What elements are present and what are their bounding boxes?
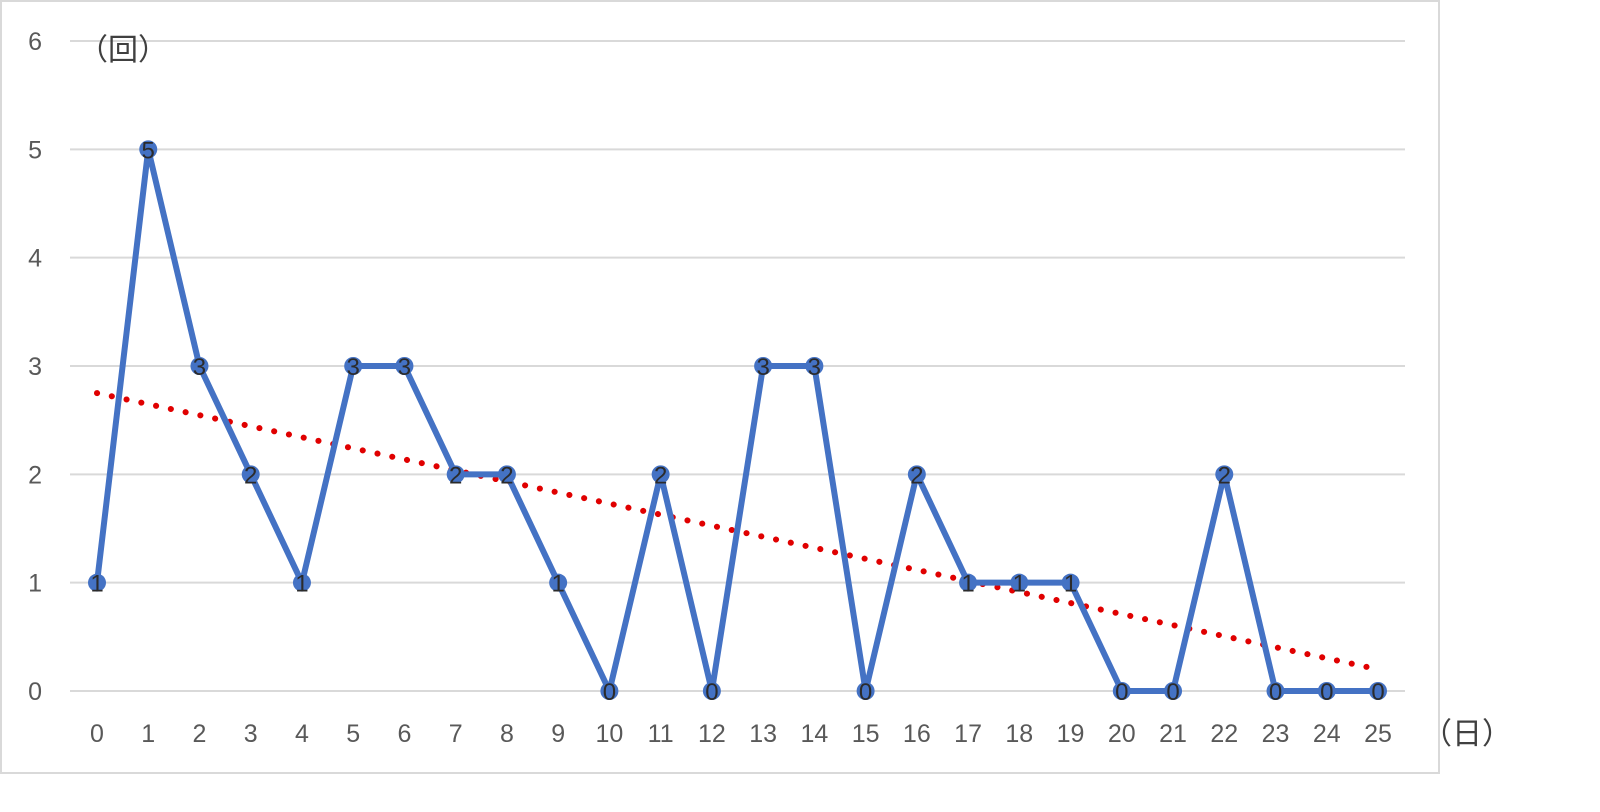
data-label-4: 1	[295, 571, 308, 598]
x-tick-label-22: 22	[1210, 720, 1238, 748]
data-point-16	[907, 465, 926, 484]
data-label-23: 0	[1269, 679, 1282, 706]
data-point-23	[1266, 682, 1285, 700]
y-tick-label-4: 4	[28, 245, 42, 273]
data-label-25: 0	[1371, 679, 1384, 706]
x-tick-label-17: 17	[954, 720, 982, 748]
data-point-15	[856, 682, 875, 700]
series-layer	[88, 140, 1387, 700]
data-label-22: 2	[1218, 462, 1231, 489]
x-tick-label-11: 11	[648, 720, 674, 748]
data-point-22	[1215, 465, 1234, 484]
data-point-9	[549, 573, 568, 592]
data-label-14: 3	[808, 354, 821, 381]
data-label-6: 3	[398, 354, 411, 381]
y-tick-label-5: 5	[28, 136, 42, 164]
y-tick-label-0: 0	[28, 678, 42, 706]
data-label-24: 0	[1320, 679, 1333, 706]
data-label-18: 1	[1013, 571, 1026, 598]
x-tick-label-21: 21	[1159, 720, 1187, 748]
data-point-3	[241, 465, 260, 484]
data-point-6	[395, 357, 414, 375]
x-tick-label-19: 19	[1057, 720, 1085, 748]
x-tick-label-18: 18	[1005, 720, 1033, 748]
y-axis-unit-label: （回）	[78, 33, 168, 68]
x-tick-label-14: 14	[800, 720, 828, 748]
x-tick-label-9: 9	[551, 720, 565, 748]
data-point-24	[1317, 682, 1336, 700]
data-point-7	[446, 465, 465, 484]
x-tick-label-10: 10	[595, 720, 623, 748]
x-axis-ticks: 0 1 2 3 4 5 6 7 8 9 10 11 12 13 14 15 16 17 18 19 20 21 22 23 24…	[90, 720, 1392, 748]
x-tick-label-24: 24	[1313, 720, 1341, 748]
data-point-2	[190, 357, 209, 375]
x-tick-label-3: 3	[244, 720, 258, 748]
data-point-12	[702, 682, 721, 700]
x-tick-label-0: 0	[90, 720, 104, 748]
x-tick-label-1: 1	[141, 720, 155, 748]
data-label-17: 1	[961, 571, 974, 598]
data-label-3: 2	[244, 462, 257, 489]
y-axis-ticks: 0 1 2 3 4 5 6	[28, 28, 42, 706]
data-label-10: 0	[603, 679, 616, 706]
data-label-19: 1	[1064, 571, 1077, 598]
y-tick-label-2: 2	[28, 461, 42, 489]
data-point-8	[497, 465, 516, 484]
x-tick-label-4: 4	[295, 720, 309, 748]
x-tick-label-7: 7	[449, 720, 463, 748]
y-tick-label-6: 6	[28, 28, 42, 56]
data-label-20: 0	[1115, 679, 1128, 706]
data-label-21: 0	[1166, 679, 1179, 706]
x-tick-label-12: 12	[698, 720, 726, 748]
data-label-16: 2	[910, 462, 923, 489]
x-tick-label-15: 15	[852, 720, 880, 748]
x-tick-label-13: 13	[749, 720, 777, 748]
data-point-21	[1164, 682, 1183, 700]
data-point-14	[805, 357, 824, 375]
x-tick-label-6: 6	[397, 720, 411, 748]
x-axis-unit-label: （日）	[1422, 717, 1512, 752]
y-tick-label-3: 3	[28, 353, 42, 381]
x-tick-label-20: 20	[1108, 720, 1136, 748]
data-label-1: 5	[142, 137, 155, 164]
data-label-9: 1	[551, 571, 564, 598]
data-label-5: 3	[347, 354, 360, 381]
data-point-4	[292, 573, 311, 592]
y-tick-label-1: 1	[28, 570, 42, 598]
data-label-15: 0	[859, 679, 872, 706]
data-point-17	[959, 573, 978, 592]
data-label-2: 3	[193, 354, 206, 381]
data-label-7: 2	[449, 462, 462, 489]
data-point-1	[139, 140, 158, 159]
data-labels: 1 5 3 2 1 3 3 2 2 1 0 2 0 3 3 0 2 1 1 1 0 0 2 0 0 0	[90, 137, 1384, 706]
data-label-0: 1	[90, 571, 103, 598]
data-label-8: 2	[500, 462, 513, 489]
data-point-0	[88, 573, 106, 592]
x-tick-label-5: 5	[346, 720, 360, 748]
x-tick-label-8: 8	[500, 720, 514, 748]
data-point-19	[1061, 573, 1080, 592]
x-tick-label-2: 2	[193, 720, 207, 748]
data-label-11: 2	[654, 462, 667, 489]
data-label-13: 3	[756, 354, 769, 381]
data-point-5	[344, 357, 363, 375]
data-point-18	[1010, 573, 1029, 592]
series-line	[94, 146, 1381, 694]
data-point-20	[1112, 682, 1131, 700]
x-tick-label-16: 16	[903, 720, 931, 748]
gridlines	[70, 40, 1405, 692]
data-point-11	[651, 465, 670, 484]
x-tick-label-23: 23	[1262, 720, 1290, 748]
data-point-13	[754, 357, 773, 375]
data-label-12: 0	[705, 679, 718, 706]
data-point-25	[1369, 682, 1387, 700]
data-point-10	[600, 682, 619, 700]
x-tick-label-25: 25	[1364, 720, 1392, 748]
